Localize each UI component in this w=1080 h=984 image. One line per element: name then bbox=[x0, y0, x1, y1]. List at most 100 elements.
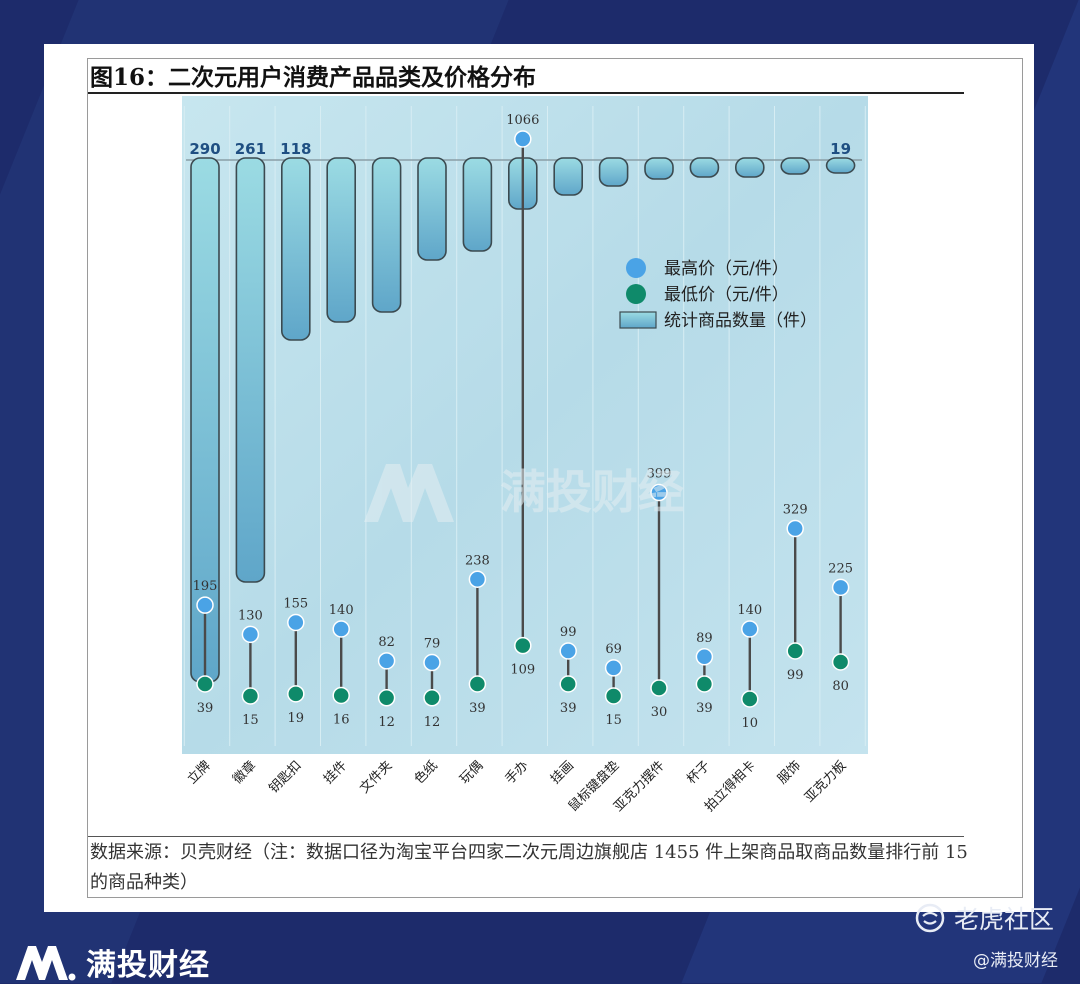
high-price-point bbox=[423, 653, 441, 672]
high-price-label: 1066 bbox=[506, 113, 539, 128]
bar-value-label: 118 bbox=[280, 140, 311, 158]
low-price-label: 16 bbox=[333, 712, 350, 727]
legend-swatch bbox=[626, 284, 646, 304]
bar-value-label: 19 bbox=[830, 140, 851, 158]
legend-label: 最高价（元/件） bbox=[664, 259, 789, 279]
x-tick-label: 钥匙扣 bbox=[266, 758, 304, 796]
low-price-label: 10 bbox=[742, 716, 759, 731]
high-price-label: 82 bbox=[378, 635, 395, 650]
bars bbox=[190, 157, 856, 683]
data-source-note: 数据来源：贝壳财经（注：数据口径为淘宝平台四家二次元周边旗舰店 1455 件上架… bbox=[90, 842, 968, 893]
legend-swatch bbox=[619, 311, 657, 329]
low-price-label: 39 bbox=[696, 701, 713, 716]
low-price-point bbox=[741, 690, 759, 708]
low-price-label: 15 bbox=[605, 713, 622, 728]
watermark: 满投财经 bbox=[364, 464, 684, 522]
low-price-point bbox=[831, 653, 850, 671]
low-price-label: 19 bbox=[288, 711, 305, 726]
x-tick-label: 玩偶 bbox=[457, 758, 486, 787]
high-price-point bbox=[196, 596, 214, 614]
brand-name: 满投财经 bbox=[86, 948, 210, 983]
bar-拍立得相卡 bbox=[734, 157, 765, 178]
high-price-point bbox=[332, 620, 350, 638]
high-price-label: 140 bbox=[737, 603, 762, 618]
bar-value-label: 290 bbox=[189, 140, 220, 158]
bar-杯子 bbox=[689, 157, 720, 178]
x-tick-label: 挂画 bbox=[548, 758, 577, 787]
low-price-label: 39 bbox=[469, 701, 486, 716]
low-price-point bbox=[695, 675, 714, 693]
title-rule bbox=[88, 92, 964, 94]
low-price-point bbox=[287, 685, 305, 703]
x-tick-label: 服饰 bbox=[775, 758, 804, 787]
chart: 195 39 290 130 15 261 155 19 118 140 16 82 12 79 12 238… bbox=[182, 96, 868, 815]
brand-logo-icon bbox=[16, 946, 76, 981]
high-price-label: 79 bbox=[424, 637, 441, 652]
low-price-point bbox=[468, 675, 487, 693]
x-tick-label: 色纸 bbox=[411, 758, 441, 788]
low-price-label: 15 bbox=[242, 713, 259, 728]
legend: 最高价（元/件） 最低价（元/件） 统计商品数量（件） bbox=[619, 258, 817, 331]
high-price-point bbox=[650, 483, 668, 502]
bar-玩偶 bbox=[462, 157, 493, 252]
high-price-point bbox=[786, 519, 804, 538]
low-price-point bbox=[604, 687, 623, 705]
high-price-point bbox=[241, 625, 260, 644]
high-price-point bbox=[514, 130, 532, 148]
bar-鼠标键盘垫 bbox=[598, 157, 629, 187]
x-tick-label: 挂件 bbox=[321, 758, 350, 787]
low-price-point bbox=[423, 689, 441, 707]
figure-title: 图16：二次元用户消费产品品类及价格分布 bbox=[90, 64, 537, 91]
high-price-label: 155 bbox=[283, 597, 308, 612]
grid-lines bbox=[183, 106, 866, 746]
legend-label: 统计商品数量（件） bbox=[664, 311, 817, 331]
high-price-point bbox=[831, 578, 850, 597]
low-price-label: 99 bbox=[787, 668, 804, 683]
x-tick-label: 杯子 bbox=[684, 758, 713, 787]
bar-服饰 bbox=[780, 157, 811, 175]
high-price-label: 225 bbox=[828, 561, 853, 576]
high-price-label: 399 bbox=[647, 467, 672, 482]
high-price-point bbox=[377, 652, 396, 670]
low-price-point bbox=[377, 689, 396, 707]
low-price-point bbox=[559, 675, 577, 693]
low-price-label: 30 bbox=[651, 705, 668, 720]
community-name: 老虎社区 bbox=[953, 905, 1054, 934]
high-price-point bbox=[559, 642, 577, 660]
high-price-point bbox=[695, 648, 714, 666]
low-price-label: 80 bbox=[832, 679, 849, 694]
bar-文件夹 bbox=[371, 157, 402, 313]
high-price-label: 195 bbox=[193, 579, 218, 594]
legend-label: 最低价（元/件） bbox=[664, 285, 789, 305]
high-price-point bbox=[604, 659, 623, 677]
high-price-label: 89 bbox=[696, 631, 713, 646]
bar-value-label: 261 bbox=[235, 140, 266, 158]
bar-色纸 bbox=[417, 157, 447, 261]
watermark-text: 满投财经 bbox=[500, 465, 684, 519]
x-tick-label: 徽章 bbox=[230, 758, 260, 788]
high-price-label: 130 bbox=[238, 608, 263, 623]
author-handle: @满投财经 bbox=[973, 951, 1058, 971]
bar-挂画 bbox=[553, 157, 584, 196]
x-tick-label: 手办 bbox=[503, 758, 532, 787]
price-points bbox=[196, 130, 850, 708]
bar-徽章 bbox=[235, 157, 266, 583]
data-labels: 195 39 290 130 15 261 155 19 118 140 16 82 12 79 12 238… bbox=[189, 113, 853, 731]
x-tick-label: 文件夹 bbox=[357, 758, 395, 796]
bar-挂件 bbox=[326, 157, 356, 323]
high-price-label: 69 bbox=[605, 642, 622, 657]
low-price-point bbox=[241, 687, 260, 705]
source-rule bbox=[88, 836, 964, 837]
bar-亚克力板 bbox=[825, 157, 856, 174]
bar-钥匙扣 bbox=[281, 157, 311, 341]
watermark-logo-icon bbox=[364, 464, 454, 522]
low-price-point bbox=[650, 679, 668, 697]
low-price-point bbox=[514, 636, 532, 655]
low-price-point bbox=[196, 675, 214, 693]
x-tick-label: 立牌 bbox=[184, 758, 214, 788]
low-price-label: 12 bbox=[378, 715, 395, 730]
figure-frame bbox=[87, 58, 1023, 898]
high-price-point bbox=[741, 620, 759, 638]
high-price-point bbox=[468, 570, 487, 588]
